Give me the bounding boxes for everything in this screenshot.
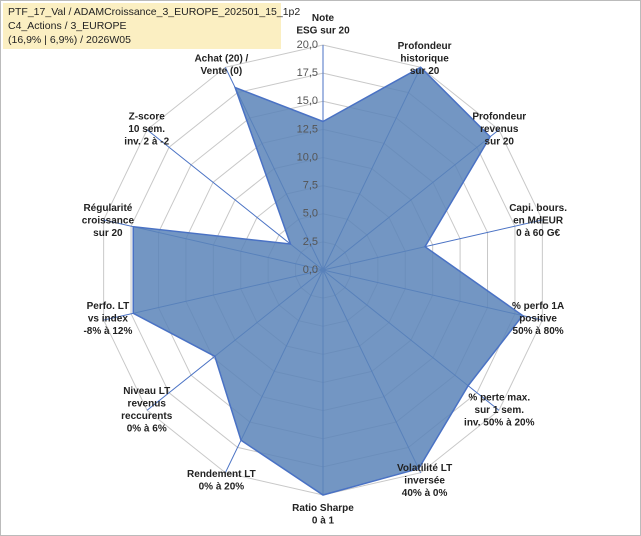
r-tick-label: 17,5 xyxy=(297,67,318,79)
category-label: -8% à 12% xyxy=(83,326,132,337)
category-label: Achat (20) / xyxy=(194,53,248,64)
r-tick-label: 0,0 xyxy=(303,264,318,276)
category-label: sur 20 xyxy=(410,66,440,77)
category-label: Régularité xyxy=(83,203,132,214)
category-label: Z-score xyxy=(129,111,166,122)
category-label: sur 20 xyxy=(485,136,515,147)
chart-title: C4_Actions / 3_EUROPE xyxy=(8,20,126,32)
category-label: 0% à 6% xyxy=(127,424,167,435)
chart-title: (16,9% | 6,9%) / 2026W05 xyxy=(8,34,131,46)
category-label: vs index xyxy=(88,313,128,324)
category-label: % perte max. xyxy=(468,392,530,403)
r-tick-label: 10,0 xyxy=(297,151,318,163)
r-tick-label: 5,0 xyxy=(303,208,318,220)
category-label: 40% à 0% xyxy=(402,488,448,499)
category-label: Capi. bours. xyxy=(509,203,567,214)
category-label: Perfo. LT xyxy=(87,301,130,312)
category-label: Rendement LT xyxy=(187,469,256,480)
category-label: revenus xyxy=(128,399,167,410)
r-tick-label: 15,0 xyxy=(297,95,318,107)
category-label: % perfo 1A xyxy=(512,301,564,312)
chart-title: PTF_17_Val / ADAMCroissance_3_EUROPE_202… xyxy=(8,6,300,18)
category-label: inversée xyxy=(404,475,445,486)
category-label: croissance xyxy=(82,215,135,226)
category-label: Niveau LT xyxy=(123,386,170,397)
category-label: positive xyxy=(519,313,557,324)
title-box xyxy=(3,3,281,49)
category-label: inv. 2 à -2 xyxy=(124,136,169,147)
r-tick-label: 12,5 xyxy=(297,123,318,135)
category-label: 0% à 20% xyxy=(199,482,245,493)
category-label: reccurents xyxy=(121,411,173,422)
category-label: Volatilité LT xyxy=(397,463,452,474)
category-label: 10 sem. xyxy=(128,124,165,135)
category-label: Ratio Sharpe xyxy=(292,503,354,514)
category-label: ESG sur 20 xyxy=(296,26,350,37)
category-label: Profondeur xyxy=(472,111,526,122)
category-label: 50% à 80% xyxy=(513,326,564,337)
category-label: 0 à 1 xyxy=(312,516,335,527)
category-label: revenus xyxy=(480,124,519,135)
category-label: historique xyxy=(400,53,449,64)
category-label: en MdEUR xyxy=(513,215,564,226)
category-label: Note xyxy=(312,13,335,24)
r-tick-label: 20,0 xyxy=(297,39,318,51)
category-label: Vente (0) xyxy=(201,66,243,77)
radar-area xyxy=(132,66,524,496)
r-tick-label: 2,5 xyxy=(303,236,318,248)
category-label: inv. 50% à 20% xyxy=(464,417,535,428)
category-label: sur 20 xyxy=(93,228,123,239)
category-label: Profondeur xyxy=(398,41,452,52)
r-tick-label: 7,5 xyxy=(303,180,318,192)
category-label: 0 à 60 G€ xyxy=(516,228,560,239)
category-label: sur 1 sem. xyxy=(475,405,525,416)
